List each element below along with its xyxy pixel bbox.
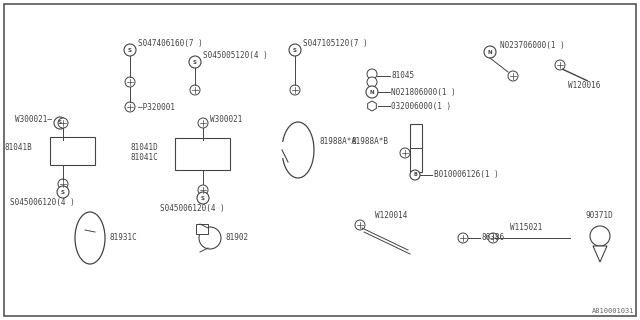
Circle shape	[290, 85, 300, 95]
Text: 81988A*B: 81988A*B	[351, 138, 388, 147]
Text: 81902: 81902	[226, 234, 249, 243]
Text: N021806000(1 ): N021806000(1 )	[391, 87, 456, 97]
Ellipse shape	[367, 69, 377, 79]
Circle shape	[366, 86, 378, 98]
Circle shape	[125, 102, 135, 112]
Text: N: N	[370, 90, 374, 94]
Text: W120016: W120016	[568, 82, 600, 91]
Text: 81045: 81045	[391, 71, 414, 81]
Circle shape	[198, 118, 208, 128]
FancyBboxPatch shape	[175, 138, 230, 170]
Circle shape	[400, 148, 410, 158]
Text: 032006000(1 ): 032006000(1 )	[391, 101, 451, 110]
Circle shape	[124, 44, 136, 56]
Text: S: S	[61, 189, 65, 195]
Text: S045006120(4 ): S045006120(4 )	[10, 197, 75, 206]
Circle shape	[590, 226, 610, 246]
Circle shape	[197, 192, 209, 204]
Text: 81041B: 81041B	[4, 143, 32, 153]
Circle shape	[458, 233, 468, 243]
Circle shape	[198, 185, 208, 195]
Text: —P320001: —P320001	[138, 102, 175, 111]
Text: W300021: W300021	[210, 116, 243, 124]
Text: 86386: 86386	[482, 234, 505, 243]
Circle shape	[57, 186, 69, 198]
Text: S047406160(7 ): S047406160(7 )	[138, 39, 203, 48]
Text: S: S	[201, 196, 205, 201]
FancyBboxPatch shape	[410, 124, 422, 172]
Text: W300021—: W300021—	[15, 116, 52, 124]
Ellipse shape	[367, 77, 377, 87]
Text: N: N	[488, 50, 492, 54]
Circle shape	[58, 179, 68, 189]
FancyBboxPatch shape	[196, 224, 208, 234]
Text: 81041C: 81041C	[131, 154, 158, 163]
Ellipse shape	[199, 227, 221, 249]
Text: B: B	[413, 172, 417, 178]
Ellipse shape	[75, 212, 105, 264]
Circle shape	[484, 46, 496, 58]
Circle shape	[190, 85, 200, 95]
Text: W120014: W120014	[375, 211, 408, 220]
Text: S: S	[128, 47, 132, 52]
FancyBboxPatch shape	[4, 4, 636, 316]
Text: S: S	[293, 47, 297, 52]
Text: 90371D: 90371D	[585, 211, 612, 220]
Text: S: S	[193, 60, 197, 65]
Text: S045005120(4 ): S045005120(4 )	[203, 51, 268, 60]
Text: N023706000(1 ): N023706000(1 )	[500, 41, 564, 50]
Circle shape	[54, 117, 66, 129]
Circle shape	[488, 233, 498, 243]
Circle shape	[355, 220, 365, 230]
Text: A810001031: A810001031	[591, 308, 634, 314]
Polygon shape	[593, 246, 607, 262]
Circle shape	[555, 60, 565, 70]
Text: S: S	[58, 121, 62, 125]
Circle shape	[508, 71, 518, 81]
Circle shape	[189, 56, 201, 68]
Circle shape	[289, 44, 301, 56]
Text: 81931C: 81931C	[110, 234, 138, 243]
Text: W115021: W115021	[510, 223, 542, 233]
Text: S047105120(7 ): S047105120(7 )	[303, 39, 368, 48]
FancyBboxPatch shape	[50, 137, 95, 165]
Text: 81988A*A: 81988A*A	[320, 138, 357, 147]
Polygon shape	[367, 101, 376, 111]
Text: 81041D: 81041D	[131, 142, 158, 151]
Circle shape	[125, 77, 135, 87]
Circle shape	[410, 170, 420, 180]
Text: B010006126(1 ): B010006126(1 )	[434, 171, 499, 180]
Circle shape	[58, 118, 68, 128]
Text: S045006120(4 ): S045006120(4 )	[160, 204, 225, 212]
